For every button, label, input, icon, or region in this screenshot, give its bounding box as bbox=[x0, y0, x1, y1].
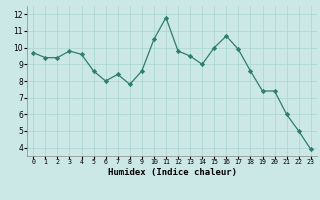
X-axis label: Humidex (Indice chaleur): Humidex (Indice chaleur) bbox=[108, 168, 236, 177]
